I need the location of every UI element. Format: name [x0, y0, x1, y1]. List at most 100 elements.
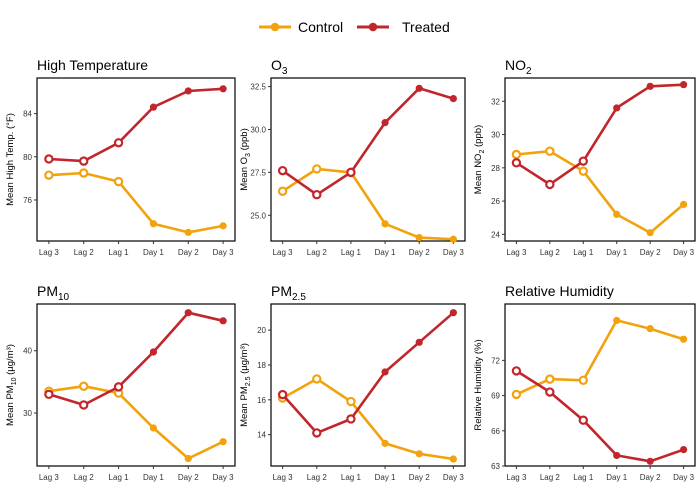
x-tick-label: Day 2: [409, 248, 430, 257]
series-line: [516, 149, 685, 234]
x-tick-label: Day 1: [606, 473, 627, 482]
data-point: [346, 414, 356, 424]
data-point: [415, 338, 423, 346]
panel-1: High Temperature 76 80 84 Lag 3 Lag 2 Lag 1 Day…: [5, 57, 236, 257]
data-point: [578, 415, 588, 425]
x-tick-label: Lag 3: [273, 473, 294, 482]
data-point: [346, 167, 356, 178]
data-point: [545, 179, 555, 190]
data-point: [312, 164, 322, 174]
y-tick-label: 80: [23, 153, 32, 162]
data-point: [545, 387, 555, 397]
series-line: [281, 311, 455, 435]
data-point: [680, 200, 688, 209]
y-tick-label: 84: [23, 110, 32, 119]
data-point: [312, 189, 322, 200]
x-tick-label: Lag 2: [307, 248, 328, 257]
series-control: [44, 168, 227, 236]
y-tick-label: 30.0: [250, 125, 266, 134]
data-point: [613, 316, 621, 325]
series-treated: [277, 309, 457, 438]
y-axis-label: Relative Humidity (%): [473, 339, 484, 430]
data-point: [79, 400, 89, 410]
series-line: [281, 87, 454, 196]
y-tick-label: 18: [257, 361, 266, 370]
y-tick-label: 14: [257, 431, 266, 440]
data-point: [219, 85, 227, 93]
y-tick-label: 40: [23, 347, 32, 356]
data-point: [184, 454, 192, 463]
legend-marker: [270, 22, 280, 32]
y-tick-label: 69: [491, 392, 500, 401]
data-point: [449, 94, 457, 103]
x-tick-label: Day 2: [640, 248, 661, 257]
data-point: [646, 82, 654, 90]
panel-frame: [270, 303, 466, 467]
y-tick-label: 30: [23, 409, 32, 418]
data-point: [346, 396, 356, 407]
panel-2: O3 25.0 27.5 30.0 32.5 Lag 3 Lag 2 Lag 1 Day 1 Da…: [239, 57, 466, 257]
data-point: [44, 170, 54, 180]
x-tick-label: Day 3: [673, 473, 694, 482]
data-point: [113, 138, 124, 148]
x-tick-label: Lag 2: [540, 248, 561, 257]
x-tick-label: Day 1: [606, 248, 627, 257]
data-point: [449, 455, 457, 463]
panel-title: NO2: [505, 57, 532, 77]
data-point: [312, 374, 322, 384]
panel-3: NO2 24 26 28 30 32 Lag 3 Lag 2 Lag 1 Day 1 Day 2 Da…: [473, 57, 696, 257]
series-control: [277, 164, 457, 243]
series-line: [515, 369, 685, 463]
y-axis-label: Mean PM2.5 (µg/m³): [239, 343, 252, 427]
y-tick-label: 32: [491, 97, 500, 106]
series-line: [48, 311, 224, 407]
data-point: [113, 176, 124, 187]
panel-title: O3: [271, 57, 288, 77]
data-point: [149, 348, 158, 356]
panel-frame: [504, 303, 696, 467]
y-axis-label: Mean PM10 (µg/m³): [5, 344, 18, 426]
data-point: [113, 382, 124, 392]
series-line: [48, 87, 224, 163]
series-line: [515, 319, 684, 396]
y-tick-label: 72: [491, 356, 500, 365]
data-point: [184, 228, 192, 236]
y-tick-label: 26: [491, 197, 500, 206]
y-tick-label: 28: [491, 164, 500, 173]
data-point: [149, 103, 158, 111]
x-tick-label: Lag 1: [341, 248, 362, 257]
x-tick-label: Lag 3: [506, 248, 527, 257]
data-point: [184, 87, 192, 95]
x-tick-label: Day 3: [213, 473, 234, 482]
y-tick-label: 30: [491, 131, 500, 140]
data-point: [415, 84, 423, 92]
series-control: [511, 316, 688, 400]
x-tick-label: Lag 3: [273, 248, 294, 257]
y-axis-label: Mean High Temp. (°F): [5, 113, 16, 206]
data-point: [511, 366, 522, 376]
data-point: [578, 166, 588, 176]
series-treated: [511, 366, 688, 465]
data-point: [613, 210, 621, 218]
series-line: [281, 377, 454, 461]
data-point: [415, 450, 423, 458]
data-point: [415, 233, 423, 242]
series-line: [515, 83, 684, 186]
y-tick-label: 76: [23, 196, 32, 205]
panel-5: PM2.5 14 16 18 20 Lag 3 Lag 2 Lag 1 Day 1 Day 2 Da…: [239, 283, 466, 482]
series-treated: [277, 84, 457, 200]
panel-4: PM10 30 40 Lag 3 Lag 2 Lag 1 Day 1 Day 2 Day 3 Me…: [5, 283, 236, 482]
panel-title: PM2.5: [271, 283, 306, 303]
x-tick-label: Day 2: [178, 473, 199, 482]
series-control: [44, 381, 227, 463]
legend-item-treated: Treated: [357, 19, 450, 35]
data-point: [219, 222, 227, 230]
data-point: [680, 335, 688, 343]
x-tick-label: Lag 2: [540, 473, 561, 482]
data-point: [277, 389, 288, 400]
series-line: [48, 171, 224, 234]
data-point: [277, 165, 288, 176]
data-point: [149, 424, 158, 432]
data-point: [646, 229, 654, 237]
